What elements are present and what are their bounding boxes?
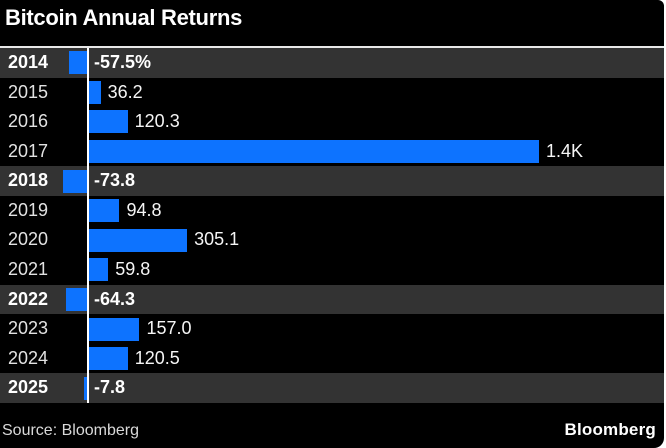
return-bar (89, 199, 120, 223)
return-bar (66, 287, 87, 311)
chart-row: 2015 36.2 (0, 78, 664, 108)
value-label: -73.8 (94, 170, 136, 191)
return-bar (84, 376, 87, 400)
year-label: 2019 (8, 199, 49, 220)
year-label: 2015 (8, 81, 49, 102)
year-label: 2025 (8, 377, 49, 398)
return-bar (68, 51, 87, 75)
year-label: 2024 (8, 347, 49, 368)
value-label: -7.8 (94, 377, 126, 398)
chart-row: 2019 94.8 (0, 196, 664, 226)
return-bar (63, 169, 87, 193)
value-label: 59.8 (115, 259, 151, 280)
year-label: 2020 (8, 229, 49, 250)
plot-area: 2014 -57.5% 2015 36.2 2016 120.3 2017 1.4K 2018 -… (0, 46, 664, 403)
return-bar (89, 258, 109, 282)
return-bar (89, 317, 140, 341)
chart-row: 2016 120.3 (0, 107, 664, 137)
return-bar (89, 110, 128, 134)
chart-row: 2024 120.5 (0, 344, 664, 374)
chart-row: 2021 59.8 (0, 255, 664, 285)
chart-row: 2025 -7.8 (0, 373, 664, 403)
value-label: 157.0 (146, 318, 192, 339)
chart-row: 2018 -73.8 (0, 166, 664, 196)
year-label: 2022 (8, 288, 49, 309)
zero-axis-line (87, 48, 89, 403)
return-bar (89, 347, 128, 371)
return-bar (89, 228, 188, 252)
value-label: 120.3 (134, 111, 180, 132)
value-label: 1.4K (546, 140, 584, 161)
value-label: 305.1 (194, 229, 240, 250)
chart-row: 2022 -64.3 (0, 284, 664, 315)
bloomberg-logo: Bloomberg (564, 420, 656, 439)
return-bar (89, 80, 101, 104)
year-label: 2018 (8, 170, 49, 191)
chart-row: 2014 -57.5% (0, 48, 664, 78)
value-label: 94.8 (126, 199, 162, 220)
value-label: 120.5 (134, 347, 180, 368)
year-label: 2021 (8, 259, 49, 280)
chart-title: Bitcoin Annual Returns (5, 5, 243, 30)
value-label: 36.2 (107, 81, 143, 102)
value-label: -64.3 (94, 288, 136, 309)
chart-row: 2020 305.1 (0, 225, 664, 255)
chart-row: 2017 1.4K (0, 137, 664, 167)
chart-row: 2023 157.0 (0, 314, 664, 344)
source-label: Source: Bloomberg (2, 422, 139, 439)
year-label: 2023 (8, 318, 49, 339)
chart-footer: Source: Bloomberg Bloomberg (0, 405, 664, 448)
return-bar (89, 140, 539, 164)
year-label: 2017 (8, 140, 49, 161)
year-label: 2014 (8, 52, 49, 72)
year-label: 2016 (8, 111, 49, 132)
value-label: -57.5% (94, 52, 152, 72)
